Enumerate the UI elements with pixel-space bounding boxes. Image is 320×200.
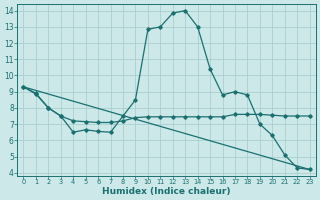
X-axis label: Humidex (Indice chaleur): Humidex (Indice chaleur) [102,187,231,196]
